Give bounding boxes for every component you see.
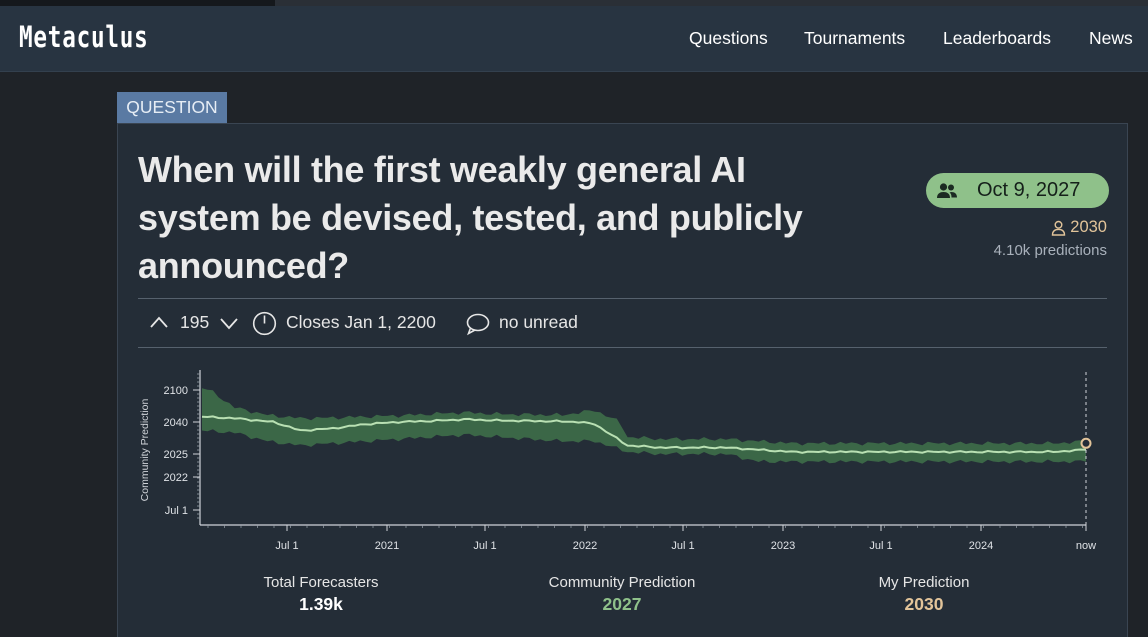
- predictions-count: 4.10k predictions: [993, 242, 1107, 259]
- nav-link-leaderboards[interactable]: Leaderboards: [943, 28, 1051, 48]
- total-forecasters-label: Total Forecasters: [263, 574, 379, 591]
- window-top-strip: [0, 0, 1148, 6]
- question-card: [117, 123, 1128, 637]
- my-prediction-label: My Prediction: [878, 574, 970, 591]
- prediction-range-band: [202, 388, 1086, 464]
- y-tick-label: 2100: [164, 385, 188, 397]
- chart-y-axis: 2100 2040 2025 2022 Jul 1: [164, 370, 201, 525]
- x-tick-label: Jul 1: [869, 540, 892, 552]
- question-title-line-1: When will the first weakly general AI: [138, 149, 746, 190]
- x-tick-label: Jul 1: [671, 540, 694, 552]
- nav-link-questions[interactable]: Questions: [689, 28, 768, 48]
- divider-bottom: [138, 347, 1107, 348]
- y-tick-label: 2040: [164, 417, 188, 429]
- x-tick-label: 2023: [771, 540, 795, 552]
- divider-top: [138, 298, 1107, 299]
- chart-y-axis-label: Community Prediction: [139, 398, 151, 501]
- comments-status[interactable]: no unread: [499, 312, 578, 332]
- y-tick-label: 2022: [164, 472, 188, 484]
- chart-x-axis: Jul 1 2021 Jul 1 2022 Jul 1 2023 Jul 1 2024 now: [200, 524, 1096, 552]
- my-prediction-summary: 2030: [1051, 218, 1107, 237]
- question-title-line-3: announced?: [138, 245, 349, 286]
- top-navbar: Metaculus Questions Tournaments Leaderbo…: [0, 6, 1148, 72]
- chevron-up-icon[interactable]: [149, 315, 169, 329]
- y-tick-label: Jul 1: [165, 505, 188, 517]
- nav-link-news[interactable]: News: [1089, 28, 1133, 48]
- y-tick-label: 2025: [164, 449, 188, 461]
- users-icon: [937, 183, 957, 198]
- question-title: When will the first weakly general AI sy…: [138, 146, 898, 290]
- x-tick-label: Jul 1: [275, 540, 298, 552]
- total-forecasters-value: 1.39k: [299, 594, 343, 614]
- community-prediction-stat: 2027: [602, 594, 642, 614]
- question-title-line-2: system be devised, tested, and publicly: [138, 197, 803, 238]
- x-tick-label: 2022: [573, 540, 597, 552]
- prediction-median-line: [201, 415, 1087, 454]
- my-prediction-value: 2030: [1070, 218, 1107, 236]
- prediction-history-chart[interactable]: Community Prediction 2100204020252022Jul…: [130, 360, 1120, 560]
- chevron-down-icon[interactable]: [219, 317, 239, 331]
- question-type-badge: QUESTION: [117, 92, 227, 123]
- community-prediction-pill[interactable]: Oct 9, 2027: [926, 173, 1109, 208]
- clock-icon: [252, 311, 277, 336]
- community-prediction-label: Community Prediction: [548, 574, 696, 591]
- x-tick-label: 2021: [375, 540, 399, 552]
- user-icon: [1052, 220, 1066, 236]
- my-prediction-stat: 2030: [904, 594, 944, 614]
- comment-icon[interactable]: [465, 312, 491, 336]
- my-prediction-marker[interactable]: [1080, 437, 1092, 449]
- site-logo[interactable]: Metaculus: [19, 20, 149, 54]
- nav-link-tournaments[interactable]: Tournaments: [804, 28, 906, 48]
- vote-count: 195: [180, 312, 210, 332]
- x-tick-label: Jul 1: [473, 540, 496, 552]
- x-tick-label: 2024: [969, 540, 993, 552]
- community-prediction-value: Oct 9, 2027: [977, 179, 1081, 201]
- close-date: Closes Jan 1, 2200: [286, 312, 436, 332]
- x-tick-label: now: [1076, 540, 1096, 552]
